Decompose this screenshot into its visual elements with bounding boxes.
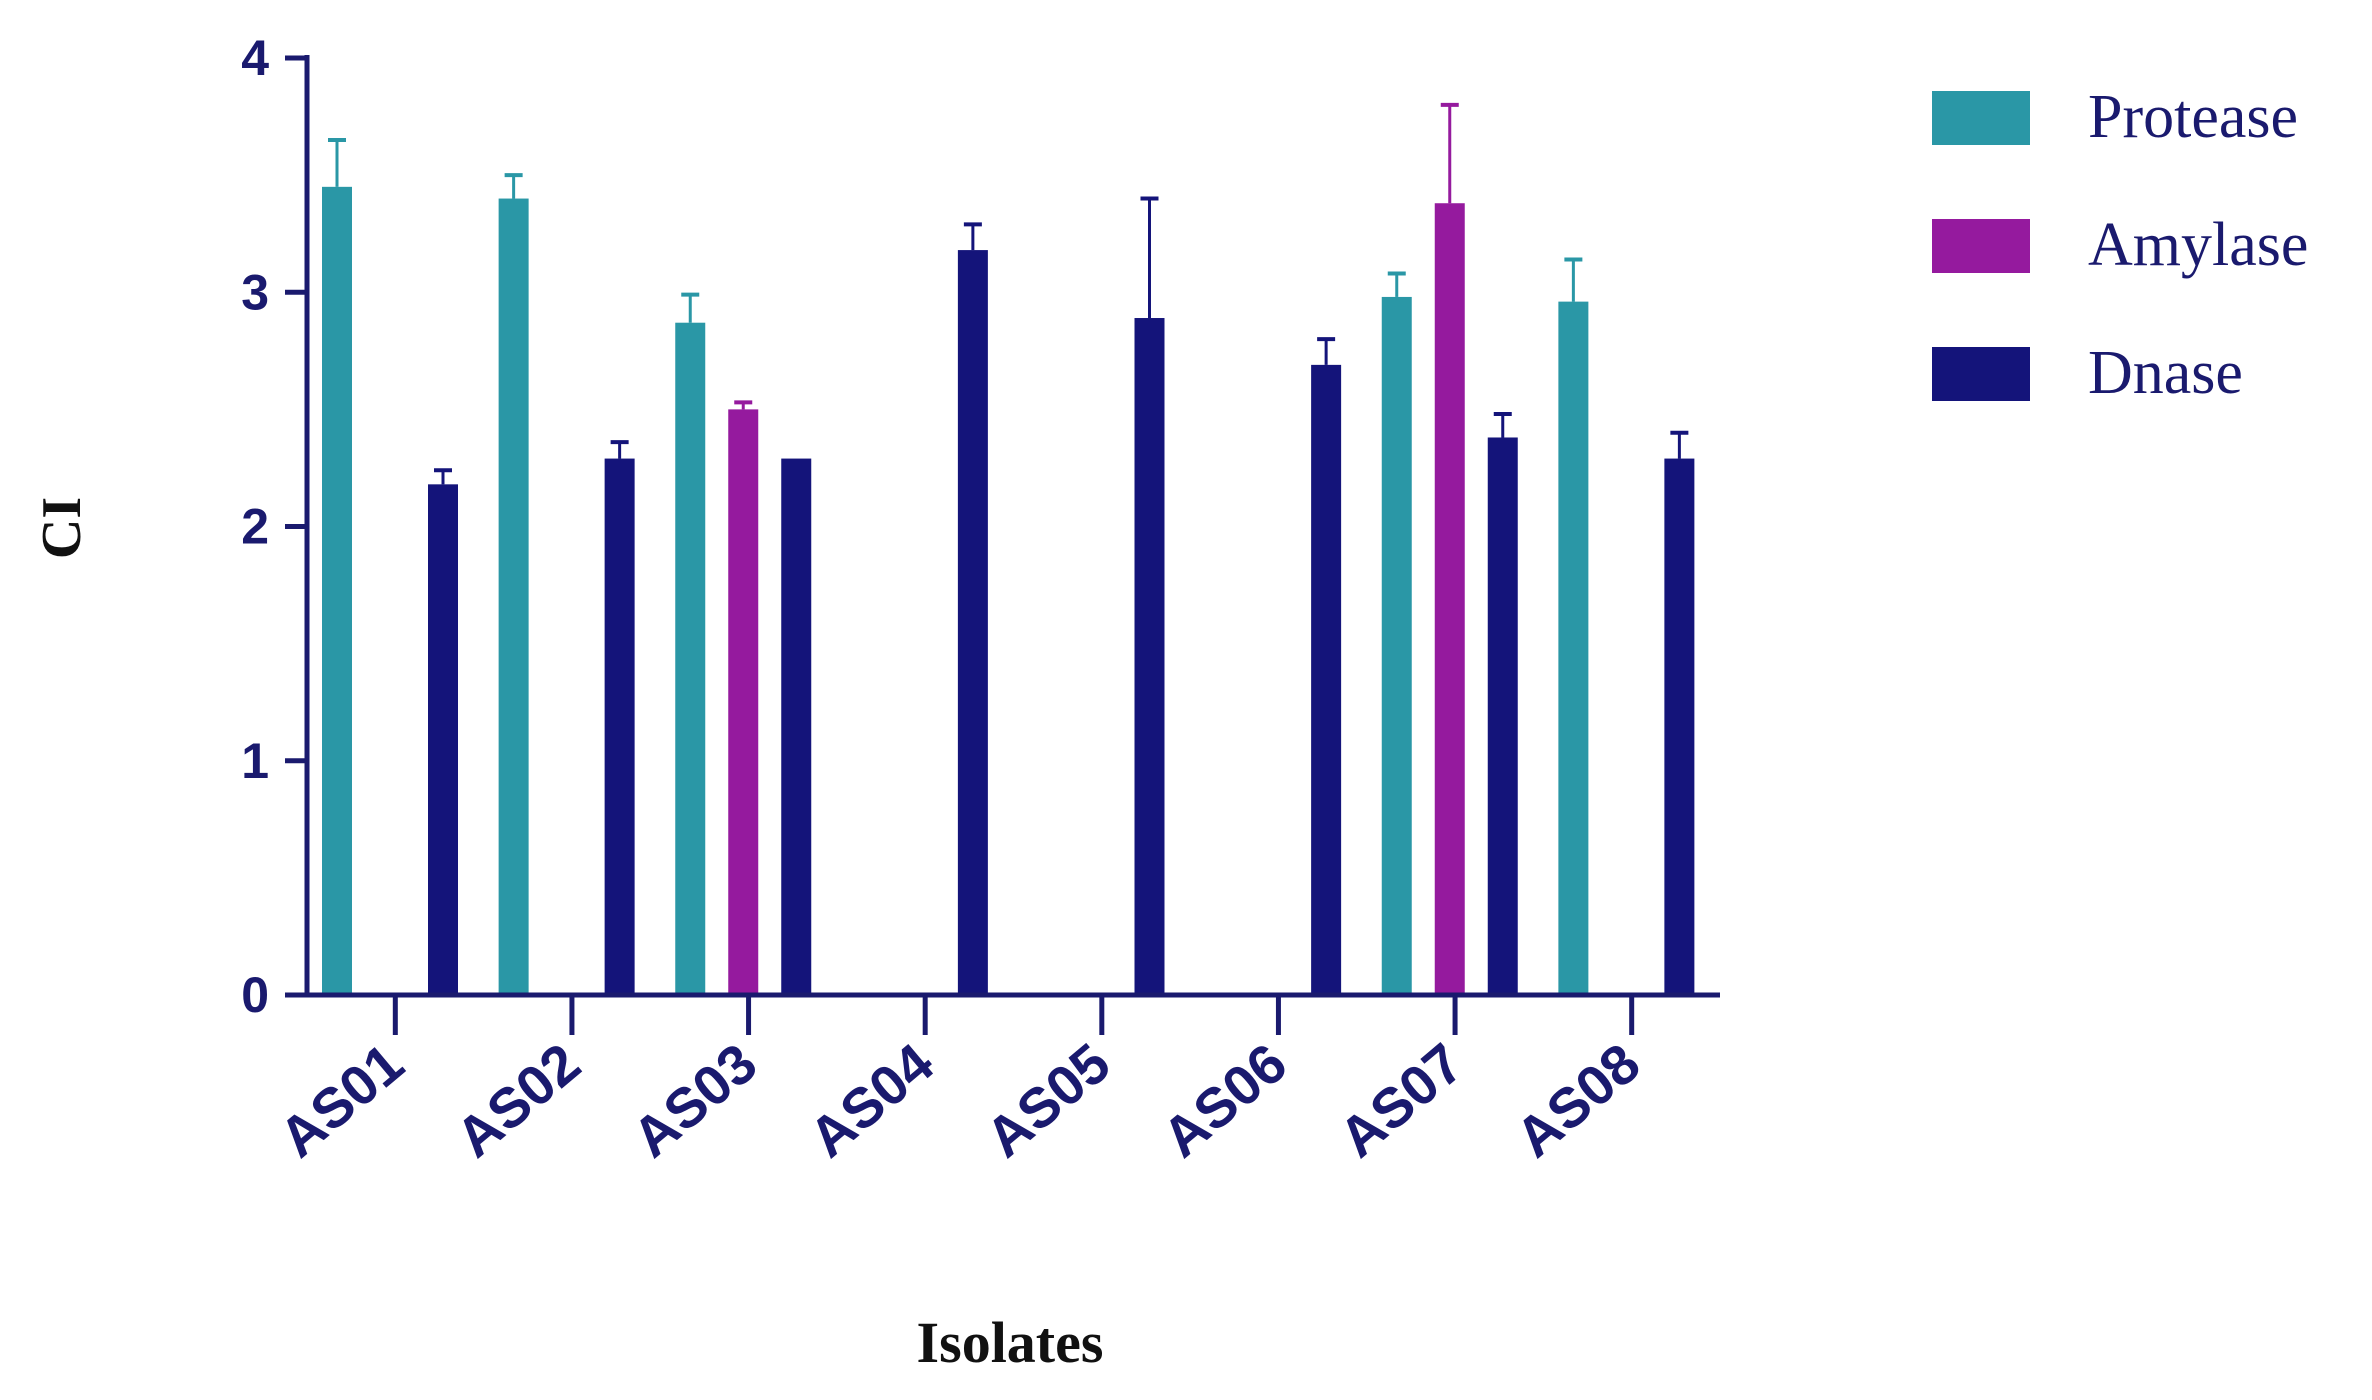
- x-tick-label-as06: AS06: [1150, 1031, 1298, 1169]
- bar-dnase-as05: [1134, 318, 1165, 996]
- bar-amylase-as07: [1434, 203, 1465, 996]
- x-axis-title: Isolates: [917, 1310, 1104, 1375]
- legend-swatch-dnase: [1932, 347, 2030, 401]
- y-tick-label: 2: [241, 499, 269, 555]
- x-tick-label-as02: AS02: [444, 1031, 592, 1169]
- y-axis-title: CI: [31, 497, 93, 559]
- x-tick-label-as08: AS08: [1504, 1031, 1652, 1169]
- bar-protease-as01: [322, 186, 352, 995]
- x-tick-label-as01: AS01: [267, 1031, 415, 1169]
- x-tick-label-as03: AS03: [620, 1031, 768, 1169]
- y-tick-label: 0: [241, 967, 269, 1023]
- x-tick-label-as05: AS05: [974, 1031, 1122, 1169]
- legend-label-amylase: Amylase: [2088, 211, 2308, 279]
- bar-amylase-as03: [728, 409, 759, 995]
- y-tick-label: 3: [241, 264, 269, 320]
- bar-protease-as03: [675, 322, 706, 995]
- bar-dnase-as06: [1311, 364, 1342, 995]
- bar-protease-as02: [498, 198, 529, 996]
- x-tick-label-as04: AS04: [797, 1031, 945, 1169]
- legend: Protease Amylase Dnase: [1932, 83, 2308, 407]
- y-tick-label: 4: [241, 30, 269, 86]
- axes-layer: [285, 55, 1720, 1035]
- legend-swatch-protease: [1932, 91, 2030, 145]
- bar-dnase-as03: [781, 458, 812, 995]
- legend-label-dnase: Dnase: [2088, 339, 2243, 407]
- bar-dnase-as02: [604, 458, 635, 995]
- bar-dnase-as07: [1487, 437, 1518, 995]
- x-tick-label-as07: AS07: [1327, 1031, 1475, 1169]
- bar-protease-as07: [1381, 296, 1412, 995]
- y-tick-label: 1: [241, 733, 269, 789]
- bar-dnase-as01: [428, 484, 458, 995]
- legend-swatch-amylase: [1932, 219, 2030, 273]
- bar-dnase-as04: [957, 250, 988, 995]
- legend-label-protease: Protease: [2088, 83, 2298, 151]
- bars-layer: [322, 102, 1695, 996]
- bar-protease-as08: [1558, 301, 1589, 995]
- bar-dnase-as08: [1664, 458, 1695, 995]
